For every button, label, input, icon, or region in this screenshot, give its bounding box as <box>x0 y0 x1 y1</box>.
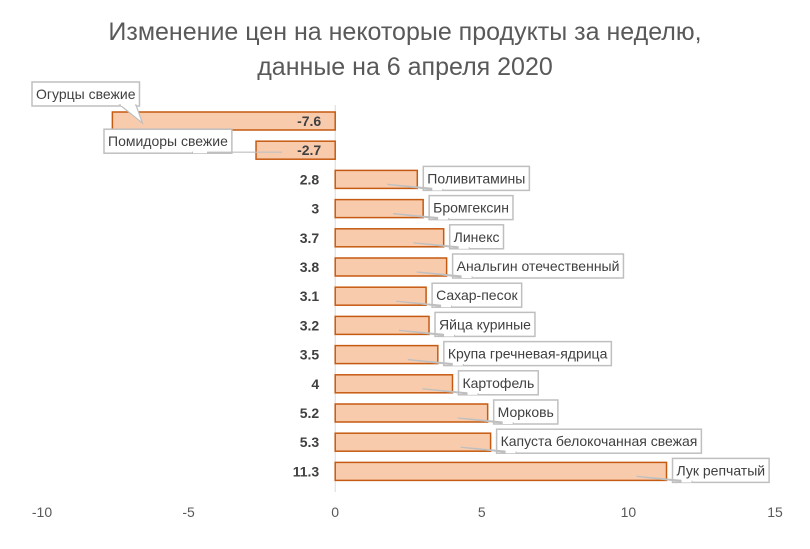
bar <box>334 198 424 219</box>
category-callout-box <box>431 282 523 308</box>
category-callout-joint <box>458 245 469 249</box>
category-callout-joint <box>681 479 692 483</box>
category-callout-joint <box>438 216 449 220</box>
category-callout-joint <box>502 421 513 424</box>
bar <box>255 140 336 160</box>
category-callout-box <box>448 224 505 250</box>
category-callout-box <box>103 128 233 154</box>
value-label: 5.3 <box>300 434 320 450</box>
bar <box>334 432 492 452</box>
category-callout-box <box>457 370 539 396</box>
x-tick-label: 5 <box>478 504 486 520</box>
category-label: Бромгексин <box>433 200 509 216</box>
value-label: 4 <box>311 376 319 392</box>
x-tick-label: -5 <box>182 504 195 520</box>
category-label: Анальгин отечественный <box>457 258 620 274</box>
category-label: Картофель <box>462 375 534 391</box>
category-label: Крупа гречневая-ядрица <box>448 346 608 362</box>
value-label: 3.2 <box>300 317 320 333</box>
category-callout-joint <box>432 187 443 191</box>
category-callout-joint <box>444 333 455 337</box>
category-callout-box <box>443 340 613 367</box>
category-callout-box <box>451 253 625 279</box>
chart-title-line-1: Изменение цен на некоторые продукты за н… <box>108 18 702 46</box>
bar <box>334 257 448 277</box>
chart-title-line-2: данные на 6 апреля 2020 <box>257 53 553 81</box>
category-callout-box <box>434 311 536 338</box>
category-callout-box <box>422 165 531 192</box>
value-label: 3.7 <box>300 230 320 246</box>
category-label: Сахар-песок <box>436 287 518 303</box>
category-callout-box <box>671 457 770 484</box>
value-label: -7.6 <box>297 113 321 129</box>
value-label: 3.1 <box>300 288 320 304</box>
value-label: 11.3 <box>293 463 320 479</box>
category-callout-box <box>495 428 703 454</box>
category-label: Поливитамины <box>427 170 525 186</box>
category-callout-joint <box>121 103 135 106</box>
category-callout-box <box>492 399 559 425</box>
category-label: Помидоры свежие <box>108 133 228 149</box>
bar <box>334 403 489 423</box>
category-callout-joint <box>505 450 516 454</box>
category-label: Лук репчатый <box>677 462 766 478</box>
value-label: -2.7 <box>297 142 321 158</box>
value-label: 3 <box>311 201 319 217</box>
category-label: Огурцы свежие <box>36 86 136 102</box>
category-callout-joint <box>467 391 478 395</box>
bar <box>334 461 668 482</box>
value-label: 2.8 <box>300 171 320 187</box>
category-callout-joint <box>452 362 463 366</box>
category-callout-box <box>428 194 514 221</box>
category-callout-box <box>31 81 141 107</box>
bar <box>334 169 419 190</box>
bar <box>334 344 439 365</box>
bar <box>334 228 445 248</box>
x-tick-label: 15 <box>767 504 783 520</box>
x-tick-label: -10 <box>32 504 52 520</box>
value-label: 5.2 <box>300 405 320 421</box>
category-label: Яйца куриные <box>439 316 531 332</box>
bar <box>334 286 427 306</box>
x-tick-label: 0 <box>331 504 339 520</box>
category-callout-joint <box>441 304 452 308</box>
value-label: 3.8 <box>300 259 320 275</box>
value-label: 3.5 <box>300 347 320 363</box>
bar <box>334 315 430 336</box>
category-callout-joint <box>461 275 472 278</box>
x-tick-label: 10 <box>621 504 637 520</box>
category-label: Капуста белокочанная свежая <box>501 433 698 449</box>
category-callout-joint <box>193 150 207 154</box>
category-label: Линекс <box>454 229 500 245</box>
category-label: Морковь <box>498 404 554 420</box>
